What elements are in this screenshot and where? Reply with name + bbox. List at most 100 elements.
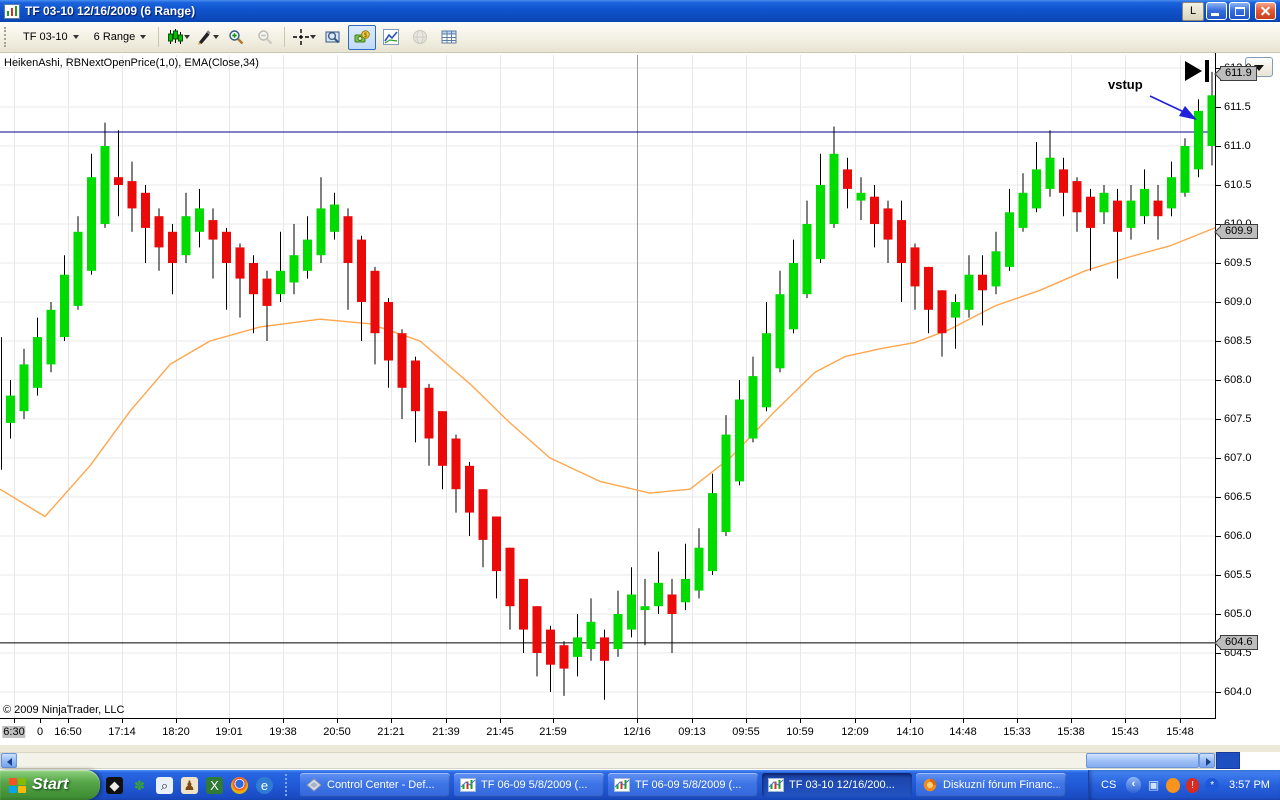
candle-body bbox=[1072, 181, 1082, 213]
chevron-down-icon bbox=[72, 35, 79, 39]
time-tick-label: 19:01 bbox=[215, 726, 243, 738]
candle-body bbox=[127, 181, 137, 209]
scrollbar-corner-button[interactable] bbox=[1216, 752, 1240, 769]
candle-body bbox=[60, 274, 69, 338]
candle-body bbox=[330, 204, 339, 232]
restore-button[interactable] bbox=[1229, 2, 1250, 20]
minimize-button[interactable] bbox=[1206, 2, 1227, 20]
entry-annotation-label: vstup bbox=[1108, 77, 1143, 92]
chrome-icon[interactable] bbox=[231, 776, 248, 794]
candle-body bbox=[789, 263, 798, 330]
price-tick bbox=[1216, 497, 1221, 498]
time-tick-label: 19:38 bbox=[269, 726, 297, 738]
control-center-icon bbox=[306, 778, 322, 792]
scrollbar-thumb[interactable] bbox=[1086, 753, 1199, 768]
price-tick bbox=[1216, 614, 1221, 615]
candle-body bbox=[978, 274, 987, 291]
instrument-label: TF 03-10 bbox=[23, 31, 68, 43]
time-tick-label: 15:38 bbox=[1057, 726, 1085, 738]
network-icon[interactable]: ▣ bbox=[1147, 777, 1160, 792]
start-label: Start bbox=[32, 776, 69, 793]
candle-body bbox=[505, 547, 515, 607]
search-doc-icon[interactable]: ⌕ bbox=[156, 776, 173, 794]
time-axis[interactable]: 6:30 0 16:50 17:14 18:20 19:01 19:38 20:50 21:21… bbox=[0, 718, 1216, 746]
time-tick bbox=[553, 719, 554, 723]
scroll-right-button[interactable] bbox=[1199, 753, 1215, 768]
time-tick-label: 20:50 bbox=[323, 726, 351, 738]
candle-body bbox=[87, 177, 96, 271]
chart-trader-button[interactable]: $ bbox=[348, 24, 377, 50]
price-tick bbox=[1216, 107, 1221, 108]
time-tick bbox=[800, 719, 801, 723]
candle-body bbox=[289, 255, 299, 283]
taskbar-button[interactable]: TF 06-09 5/8/2009 (... bbox=[608, 773, 758, 797]
firefox-icon bbox=[923, 778, 937, 792]
candle-body bbox=[640, 606, 650, 611]
price-tick-label: 608.5 bbox=[1224, 335, 1252, 347]
globe-icon bbox=[413, 30, 428, 44]
app-chart-icon bbox=[4, 3, 20, 19]
bluetooth-icon[interactable]: * bbox=[1205, 777, 1219, 793]
link-button[interactable]: L bbox=[1182, 1, 1204, 21]
drawing-tools-button[interactable] bbox=[193, 25, 221, 50]
zoom-out-icon bbox=[258, 30, 273, 45]
messenger-flower-icon[interactable]: ✽ bbox=[134, 777, 145, 793]
period-selector[interactable]: 6 Range bbox=[87, 28, 154, 46]
crosshair-button[interactable] bbox=[290, 25, 318, 50]
taskbar-button[interactable]: Diskuzní fórum Financ... bbox=[916, 773, 1066, 797]
candle-body bbox=[519, 578, 528, 630]
time-tick-label: 18:20 bbox=[162, 726, 190, 738]
price-axis[interactable]: 612.0611.5611.0610.5610.0609.5609.0608.5… bbox=[1215, 53, 1280, 745]
chart-style-button[interactable] bbox=[164, 25, 192, 50]
scroll-left-button[interactable] bbox=[1, 753, 17, 768]
copyright-label: © 2009 NinjaTrader, LLC bbox=[3, 704, 125, 716]
toolbar-grip[interactable] bbox=[4, 27, 11, 47]
windows-logo-icon bbox=[9, 777, 26, 793]
candle-body bbox=[397, 333, 407, 388]
taskbar-button[interactable]: TF 06-09 5/8/2009 (... bbox=[454, 773, 604, 797]
instrument-selector[interactable]: TF 03-10 bbox=[16, 28, 86, 46]
candle-body bbox=[100, 146, 110, 224]
time-tick bbox=[746, 719, 747, 723]
language-indicator[interactable]: CS bbox=[1101, 779, 1117, 791]
candle-body bbox=[276, 270, 285, 295]
excel-icon[interactable]: X bbox=[206, 776, 223, 794]
data-grid-button[interactable] bbox=[435, 25, 463, 50]
zoom-in-button[interactable] bbox=[222, 25, 250, 50]
candle-body bbox=[559, 645, 569, 669]
update-icon[interactable] bbox=[1166, 777, 1180, 793]
time-tick-label: 21:45 bbox=[486, 726, 514, 738]
time-tick bbox=[1071, 719, 1072, 723]
zoom-window-button[interactable] bbox=[319, 25, 347, 50]
horizontal-scrollbar[interactable] bbox=[0, 752, 1216, 769]
candle-body bbox=[694, 547, 704, 591]
security-shield-icon[interactable]: ! bbox=[1185, 777, 1200, 793]
svg-text:$: $ bbox=[364, 32, 368, 39]
taskbar-button[interactable]: Control Center - Def... bbox=[300, 773, 450, 797]
taskbar-button[interactable]: TF 03-10 12/16/200... bbox=[762, 773, 912, 797]
play-marker-bar bbox=[1205, 60, 1209, 82]
global-link-button[interactable] bbox=[406, 25, 434, 50]
candle-body bbox=[1032, 169, 1041, 209]
people-icon[interactable]: ♟ bbox=[181, 776, 198, 794]
tray-collapse-button[interactable]: ‹ bbox=[1126, 777, 1141, 793]
time-tick-label: 17:14 bbox=[108, 726, 136, 738]
candle-body bbox=[721, 434, 731, 533]
price-tick bbox=[1216, 185, 1221, 186]
price-chart-plot[interactable] bbox=[0, 53, 1216, 718]
close-button[interactable] bbox=[1255, 2, 1276, 20]
toolbar-separator bbox=[158, 27, 160, 47]
price-tick bbox=[1216, 302, 1221, 303]
time-tick bbox=[176, 719, 177, 723]
start-button[interactable]: Start bbox=[0, 770, 100, 800]
indicators-button[interactable] bbox=[377, 25, 405, 50]
price-tick-label: 606.0 bbox=[1224, 530, 1252, 542]
candle-body bbox=[829, 153, 839, 224]
desktop-icon[interactable]: ◆ bbox=[106, 776, 123, 794]
zoom-out-button[interactable] bbox=[251, 25, 279, 50]
price-tick-label: 607.0 bbox=[1224, 452, 1252, 464]
candle-body bbox=[1153, 200, 1163, 217]
ie-icon[interactable]: e bbox=[256, 776, 273, 794]
entry-arrow-head bbox=[1179, 106, 1197, 120]
